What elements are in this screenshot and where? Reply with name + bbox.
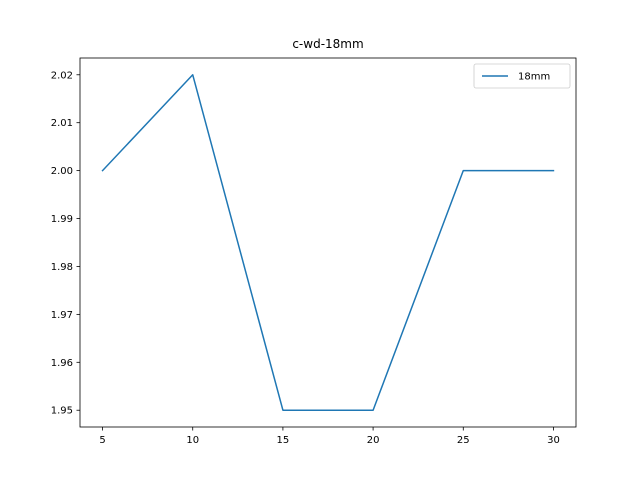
y-tick-label-0: 1.95 bbox=[51, 406, 73, 417]
series-line-0 bbox=[101, 74, 555, 411]
x-tick-label-2: 15 bbox=[277, 435, 290, 446]
axes-frame bbox=[79, 57, 577, 428]
x-tick-label-4: 25 bbox=[457, 435, 470, 446]
y-tick-label-5: 2.00 bbox=[51, 166, 73, 177]
y-tick-label-2: 1.97 bbox=[51, 310, 73, 321]
x-tick-label-1: 10 bbox=[186, 435, 199, 446]
y-tick-label-7: 2.02 bbox=[51, 70, 73, 81]
y-tick-label-3: 1.98 bbox=[51, 262, 73, 273]
legend-box bbox=[473, 63, 571, 89]
x-tick-label-0: 5 bbox=[99, 435, 105, 446]
y-tick-label-4: 1.99 bbox=[51, 214, 73, 225]
plot-area: 5 10 15 20 25 30 1.95 1.96 1.97 1.98 1.99 2.00 2.01 2… bbox=[51, 57, 577, 446]
y-tick-label-1: 1.96 bbox=[51, 358, 73, 369]
x-tick-label-5: 30 bbox=[547, 435, 560, 446]
chart-title: c-wd-18mm bbox=[292, 37, 363, 51]
legend-label-0: 18mm bbox=[518, 72, 550, 83]
x-tick-label-3: 20 bbox=[367, 435, 380, 446]
y-tick-label-6: 2.01 bbox=[51, 118, 73, 129]
